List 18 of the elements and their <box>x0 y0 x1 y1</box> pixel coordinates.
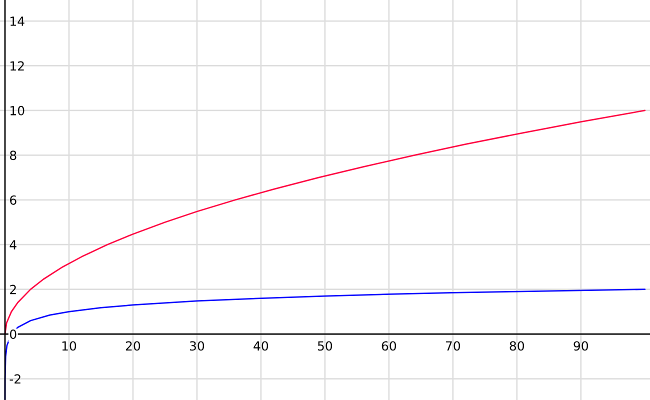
x-tick-label: 30 <box>190 341 204 351</box>
y-tick-label: 8 <box>10 150 16 160</box>
y-tick-label: 12 <box>10 61 24 70</box>
y-tick-label: 14 <box>10 16 24 26</box>
x-tick-label: 70 <box>446 341 460 351</box>
y-tick-label: 10 <box>10 106 24 116</box>
x-tick-label: 20 <box>126 341 140 351</box>
y-tick-label: 6 <box>10 195 16 205</box>
y-tick-label: 0 <box>10 330 16 339</box>
x-tick-label: 50 <box>318 341 332 351</box>
x-tick-label: 60 <box>382 341 396 351</box>
x-tick-label: 40 <box>254 341 268 351</box>
y-tick-label: 2 <box>10 284 16 294</box>
y-tick-label: -2 <box>10 374 20 384</box>
x-tick-label: 80 <box>510 341 524 351</box>
x-tick-label: 10 <box>62 341 76 351</box>
y-tick-label: 4 <box>10 240 16 250</box>
x-tick-label: 90 <box>574 341 588 351</box>
